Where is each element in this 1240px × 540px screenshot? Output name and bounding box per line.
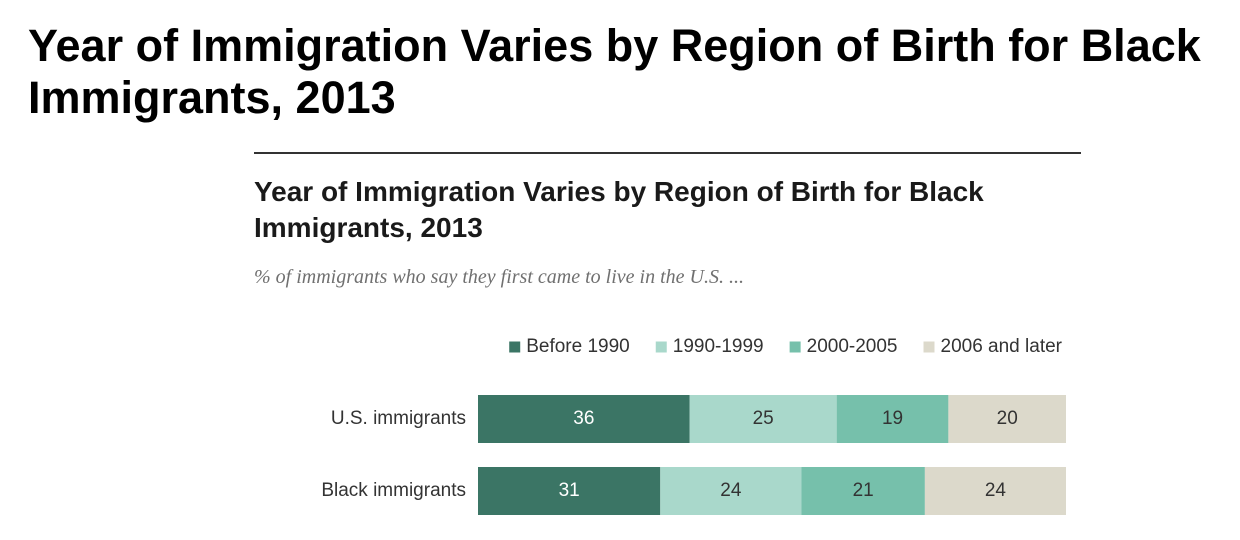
chart-subtitle: % of immigrants who say they first came … (254, 266, 744, 288)
bar-segment (836, 395, 949, 443)
bar-segment (948, 395, 1066, 443)
data-label: 24 (985, 480, 1007, 501)
bar-segment (478, 395, 690, 443)
legend-label: Before 1990 (526, 336, 630, 357)
bar-segment (478, 467, 661, 515)
legend-swatch (789, 341, 801, 353)
data-label: 19 (882, 408, 903, 429)
data-label: 21 (853, 480, 874, 501)
bar-segment (660, 467, 802, 515)
legend-label: 1990-1999 (673, 336, 764, 357)
chart-title: Year of Immigration Varies by Region of … (254, 176, 984, 243)
data-label: 20 (997, 408, 1018, 429)
bar-segment (924, 467, 1066, 515)
data-label: 24 (720, 480, 742, 501)
bar-segment (801, 467, 925, 515)
data-label: 36 (573, 408, 594, 429)
category-label: U.S. immigrants (331, 408, 466, 429)
legend-label: 2000-2005 (807, 336, 898, 357)
page-title: Year of Immigration Varies by Region of … (28, 20, 1201, 123)
data-label: 31 (559, 480, 580, 501)
legend-swatch (509, 341, 521, 353)
legend-label: 2006 and later (941, 336, 1063, 357)
bar-segment (689, 395, 837, 443)
legend-swatch (923, 341, 935, 353)
chart-top-rule (254, 152, 1081, 154)
data-label: 25 (753, 408, 774, 429)
legend-swatch (655, 341, 667, 353)
category-label: Black immigrants (321, 480, 466, 501)
